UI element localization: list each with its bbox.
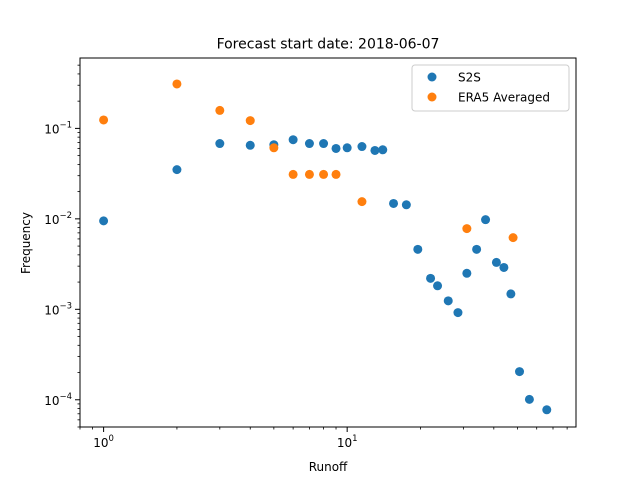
point-s2s-14 bbox=[401, 200, 411, 210]
legend-label-1: ERA5 Averaged bbox=[458, 91, 550, 105]
legend-box bbox=[411, 64, 570, 112]
x-tick-label-0: 100 bbox=[93, 434, 114, 450]
point-s2s-6 bbox=[304, 139, 314, 149]
point-s2s-3 bbox=[245, 140, 255, 150]
point-era5-11 bbox=[508, 233, 518, 243]
legend: S2S ERA5 Averaged bbox=[411, 64, 570, 112]
x-tick-label-1: 101 bbox=[337, 434, 358, 450]
point-s2s-0 bbox=[99, 216, 109, 226]
chart-title: Forecast start date: 2018-06-07 bbox=[217, 37, 440, 53]
x-axis-label: Runoff bbox=[309, 460, 348, 474]
point-s2s-9 bbox=[342, 143, 352, 153]
y-tick-label-0: 10−4 bbox=[44, 392, 72, 408]
point-s2s-28 bbox=[542, 405, 552, 415]
legend-marker-1 bbox=[427, 92, 437, 102]
y-tick-label-2: 10−2 bbox=[44, 211, 72, 227]
point-era5-7 bbox=[319, 169, 329, 179]
point-s2s-1 bbox=[172, 165, 182, 175]
point-s2s-25 bbox=[506, 289, 516, 299]
point-era5-2 bbox=[215, 105, 225, 115]
point-s2s-20 bbox=[462, 268, 472, 278]
point-era5-3 bbox=[245, 116, 255, 126]
axes: 100 101 10−4 10−3 10−2 10−1 bbox=[44, 57, 577, 450]
point-s2s-26 bbox=[515, 367, 525, 377]
point-s2s-18 bbox=[443, 296, 453, 306]
point-s2s-22 bbox=[481, 215, 491, 225]
point-s2s-10 bbox=[357, 142, 367, 152]
point-s2s-23 bbox=[491, 257, 501, 267]
point-era5-0 bbox=[99, 115, 109, 125]
point-s2s-16 bbox=[426, 273, 436, 283]
y-axis-label: Frequency bbox=[19, 212, 33, 274]
point-s2s-5 bbox=[288, 135, 298, 145]
legend-marker-0 bbox=[427, 72, 437, 82]
point-s2s-17 bbox=[433, 281, 443, 291]
point-era5-5 bbox=[288, 169, 298, 179]
point-s2s-19 bbox=[453, 308, 463, 318]
axes-frame bbox=[79, 57, 577, 428]
point-era5-9 bbox=[357, 197, 367, 207]
point-s2s-8 bbox=[331, 143, 341, 153]
point-s2s-11 bbox=[370, 145, 380, 155]
point-s2s-21 bbox=[472, 244, 482, 254]
y-tick-label-1: 10−3 bbox=[44, 301, 72, 317]
point-s2s-13 bbox=[389, 198, 399, 208]
point-s2s-15 bbox=[413, 244, 423, 254]
point-era5-6 bbox=[304, 169, 314, 179]
legend-label-0: S2S bbox=[458, 71, 481, 85]
point-s2s-27 bbox=[524, 394, 534, 404]
point-s2s-12 bbox=[378, 145, 388, 155]
point-era5-8 bbox=[331, 169, 341, 179]
data-marks bbox=[99, 79, 552, 415]
point-era5-4 bbox=[269, 143, 279, 153]
point-s2s-7 bbox=[319, 139, 329, 149]
point-s2s-24 bbox=[499, 262, 509, 272]
point-era5-10 bbox=[462, 224, 472, 234]
point-s2s-2 bbox=[215, 139, 225, 149]
y-tick-label-3: 10−1 bbox=[44, 120, 72, 136]
point-era5-1 bbox=[172, 79, 182, 89]
